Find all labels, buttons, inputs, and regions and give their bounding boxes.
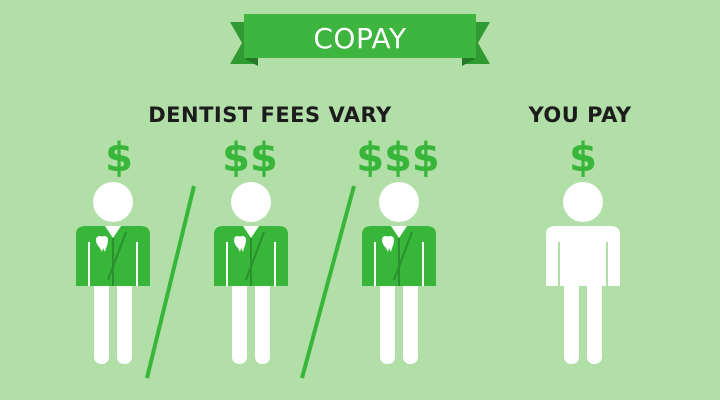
copay-banner: COPAY xyxy=(230,10,490,68)
dentist-figure-3 xyxy=(344,182,454,372)
dentist-figure-1 xyxy=(58,182,168,372)
dentist-fees-heading: DENTIST FEES VARY xyxy=(148,103,392,127)
patient-fee: $ xyxy=(569,135,597,181)
dentist-figure-2 xyxy=(196,182,306,372)
divider-line-1 xyxy=(145,185,196,379)
tooth-icon xyxy=(382,236,394,252)
divider-line-2 xyxy=(300,185,356,379)
tooth-icon xyxy=(96,236,108,252)
dentist-fee-3: $$$ xyxy=(356,135,440,181)
patient-figure xyxy=(528,182,638,372)
dentist-fee-1: $ xyxy=(105,135,133,181)
you-pay-heading: YOU PAY xyxy=(528,103,632,127)
dentist-fee-2: $$ xyxy=(222,135,278,181)
banner-title: COPAY xyxy=(313,22,407,55)
tooth-icon xyxy=(234,236,246,252)
ribbon-shape xyxy=(230,14,490,66)
